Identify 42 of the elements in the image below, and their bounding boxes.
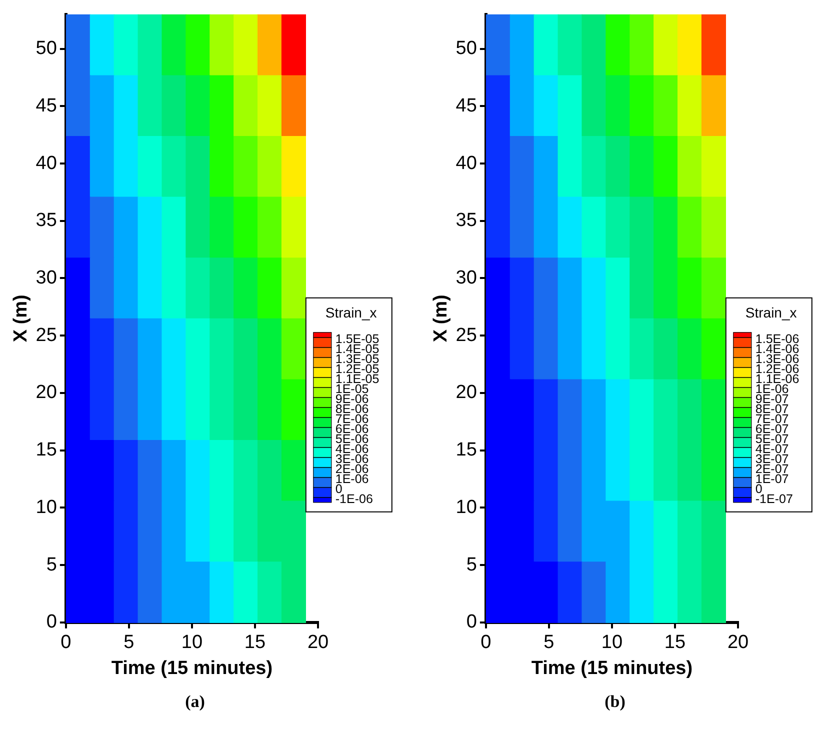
x-tick-label: 15 [244,632,266,654]
x-tick-label: 20 [307,632,329,654]
y-tick-label: 15 [36,440,57,461]
x-tick-label: 0 [480,632,492,654]
x-tick-label: 10 [601,632,623,654]
x-tick-label: 5 [544,632,554,654]
y-tick-label: 25 [36,324,57,346]
y-tick-label: 0 [466,612,477,633]
y-tick-label: 40 [456,152,477,174]
y-tick-label: 35 [36,210,57,232]
y-tick-label: 15 [456,440,477,461]
y-axis-title: X (m) [10,294,32,342]
y-tick-label: 10 [456,496,477,518]
y-tick-label: 10 [36,496,57,518]
x-axis-title: Time (15 minutes) [531,658,693,679]
color-bar-title: Strain_x [325,304,377,320]
color-bar-label: 0 [755,482,762,496]
x-tick-label: 10 [181,632,203,654]
y-tick-label: 30 [36,267,57,288]
x-tick-label: 15 [664,632,686,654]
text: (a) [184,692,206,712]
y-tick-label: 5 [466,554,477,576]
y-tick-label: 50 [456,38,477,60]
y-tick-label: 40 [36,152,57,174]
x-axis-title: Time (15 minutes) [111,658,273,679]
y-tick-label: 45 [456,95,477,116]
y-tick-label: 20 [36,382,57,404]
x-tick-label: 0 [60,632,72,654]
x-tick-label: 5 [124,632,134,654]
y-tick-label: 30 [456,267,477,288]
y-tick-label: 20 [456,382,477,404]
color-bar-title: Strain_x [745,304,797,320]
y-tick-label: 35 [456,210,477,232]
text: (b) [604,692,626,712]
y-tick-label: 25 [456,324,477,346]
color-bar-label: 0 [335,482,342,496]
y-tick-label: 45 [36,95,57,116]
y-axis-title: X (m) [430,294,452,342]
y-tick-label: 50 [36,38,57,60]
y-tick-label: 5 [46,554,57,576]
y-tick-label: 0 [46,612,57,633]
x-tick-label: 20 [727,632,749,654]
